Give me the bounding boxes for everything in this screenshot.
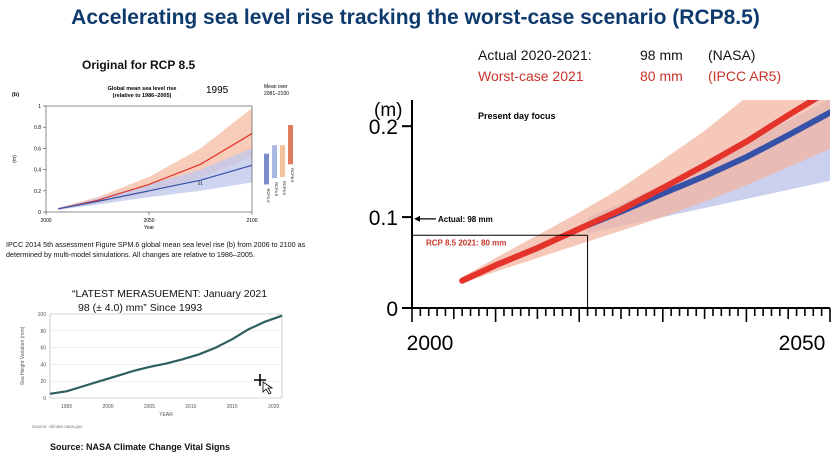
worst-value: 80 mm [640, 68, 683, 84]
x-tick-label: 2000 [407, 332, 454, 355]
nasa-y-label: Sea Height Variation (mm) [20, 326, 26, 385]
nasa-y-tick-label: 0 [43, 396, 46, 402]
nasa-source-note: Source: climate.nasa.gov [32, 424, 83, 429]
nasa-y-tick-label: 100 [38, 312, 47, 318]
nasa-x-tick-label: 2000 [102, 404, 113, 410]
move-cursor-icon [254, 374, 274, 395]
nasa-y-tick-label: 80 [40, 329, 46, 335]
overlay-year-label: 1995 [206, 85, 229, 96]
actual-arrowhead [414, 215, 420, 222]
y-tick-label: 0 [386, 298, 398, 321]
y-tick-label: 0.1 [369, 207, 398, 230]
inset-rcp26-band [58, 148, 252, 210]
inset-range-bar [264, 153, 269, 185]
nasa-source: Source: NASA Climate Change Vital Signs [50, 442, 231, 452]
actual-value: 98 mm [640, 47, 683, 63]
inset-range-bar [272, 145, 277, 179]
inset-x-tick-label: 2100 [246, 218, 257, 224]
ipcc-caption: IPCC 2014 5th assessment Figure SPM.6 gl… [6, 240, 306, 259]
rcp85-line [459, 100, 820, 284]
nasa-x-tick-label: 2020 [268, 404, 279, 410]
latest-measurement: “LATEST MERASUEMENT: January 2021 98 (± … [72, 287, 267, 315]
inset-x-label: Year [144, 225, 154, 231]
rcp85-band [462, 100, 830, 284]
y-axis-label: (m) [374, 100, 402, 121]
nasa-x-tick-label: 2010 [185, 404, 196, 410]
inset-y-tick-label: 1 [38, 104, 41, 110]
panel-letter: (b) [12, 92, 19, 98]
inset-bar-label: RCP4.5 [274, 182, 279, 197]
nasa-y-tick-label: 40 [40, 362, 46, 368]
actual-annotation: Actual: 98 mm [438, 215, 493, 224]
inset-range-bar [288, 125, 293, 165]
inset-title: Global mean sea level rise [108, 86, 177, 92]
inset-range-bar [280, 145, 285, 178]
nasa-x-label: YEAR [159, 412, 173, 418]
nasa-sea-level-line [49, 314, 283, 395]
latest-line-2: 98 (± 4.0) mm” Since 1993 [78, 302, 203, 314]
worst-label: Worst-case 2021 [478, 68, 584, 84]
inset-y-tick-label: 0.4 [34, 168, 41, 174]
worst-source: (IPCC AR5) [708, 68, 782, 84]
actual-label: Actual 2020-2021: [478, 47, 592, 63]
legend-title-2: 2081–2100 [264, 91, 289, 97]
chart-title: Present day focus [478, 111, 556, 121]
nasa-y-tick-label: 60 [40, 346, 46, 352]
inset-bar-label: RCP2.6 [266, 188, 271, 203]
nasa-inset-chart: 0 20 40 60 80 100 1995 2000 2005 2010 2015 2020 YEAR… [20, 312, 283, 429]
inset-x-tick-label: 2050 [143, 218, 154, 224]
inset-y-tick-label: 0.8 [34, 125, 41, 131]
nasa-x-tick-label: 2005 [144, 404, 155, 410]
ipcc-inset-chart: (b) Global mean sea level rise(relative t… [12, 84, 295, 231]
plot-area [459, 100, 830, 284]
inset-bar-label: RCP8.5 [290, 168, 295, 183]
inset-y-label: (m) [12, 155, 18, 163]
inset-rcp85-line [58, 133, 253, 210]
nasa-y-tick-label: 20 [40, 379, 46, 385]
inset-y-tick-label: 0 [38, 210, 41, 216]
x-tick-label: 2050 [779, 332, 826, 355]
page-title: Accelerating sea level rise tracking the… [71, 6, 760, 29]
ipcc-panel-heading: Original for RCP 8.5 [82, 58, 196, 72]
nasa-x-tick-label: 2015 [227, 404, 238, 410]
actual-source: (NASA) [708, 47, 756, 63]
inset-rcp26-line [58, 164, 253, 210]
inset-y-tick-label: 0.2 [34, 189, 41, 195]
legend-title: Mean over [264, 84, 288, 90]
inset-subtitle: (relative to 1986–2005) [113, 93, 172, 99]
worst-row: Worst-case 2021 80 mm (IPCC AR5) [478, 66, 781, 87]
inset-annotation: 21 [198, 180, 204, 185]
rcp85-annotation: RCP 8.5 2021: 80 mm [426, 238, 506, 247]
inset-bar-label: RCP6.0 [282, 181, 287, 196]
comparison-table: Actual 2020-2021: 98 mm (NASA) Worst-cas… [478, 45, 781, 87]
y-tick-label: 0.2 [369, 116, 398, 139]
inset-x-tick-label: 2000 [40, 218, 51, 224]
actual-row: Actual 2020-2021: 98 mm (NASA) [478, 45, 781, 66]
inset-y-tick-label: 0.6 [34, 146, 41, 152]
nasa-x-tick-label: 1995 [61, 404, 72, 410]
latest-line-1: “LATEST MERASUEMENT: January 2021 [72, 288, 268, 300]
